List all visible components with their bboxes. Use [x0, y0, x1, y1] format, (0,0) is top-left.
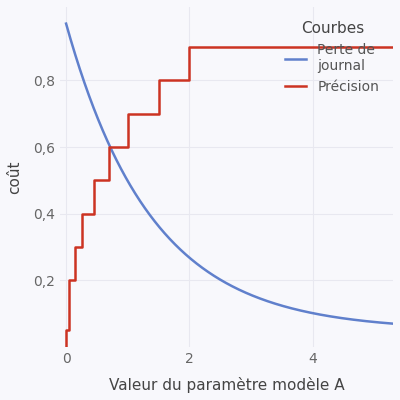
Y-axis label: coût: coût: [7, 160, 22, 194]
Perte de
journal: [64, 21, 68, 26]
Précision: [107, 178, 112, 183]
Précision: [125, 145, 130, 150]
Précision: [391, 44, 396, 49]
Précision: [92, 178, 96, 183]
Précision: [92, 211, 96, 216]
Précision: [67, 328, 72, 333]
Perte de
journal: [324, 313, 329, 318]
Line: Précision: Précision: [66, 47, 393, 347]
Précision: [125, 111, 130, 116]
Précision: [79, 211, 84, 216]
Précision: [67, 278, 72, 283]
Précision: [187, 78, 192, 83]
Précision: [73, 245, 78, 250]
Précision: [64, 345, 68, 350]
Perte de
journal: [319, 312, 324, 317]
Perte de
journal: [97, 120, 102, 125]
X-axis label: Valeur du paramètre modèle A: Valeur du paramètre modèle A: [109, 377, 344, 393]
Legend: Perte de
journal, Précision: Perte de journal, Précision: [278, 14, 386, 101]
Précision: [79, 245, 84, 250]
Perte de
journal: [391, 321, 396, 326]
Précision: [341, 44, 346, 49]
Perte de
journal: [196, 262, 201, 267]
Perte de
journal: [288, 306, 293, 310]
Précision: [107, 145, 112, 150]
Précision: [187, 44, 192, 49]
Précision: [64, 328, 68, 333]
Précision: [156, 111, 161, 116]
Précision: [73, 278, 78, 283]
Perte de
journal: [208, 271, 212, 276]
Précision: [156, 78, 161, 83]
Line: Perte de
journal: Perte de journal: [66, 24, 393, 324]
Précision: [341, 44, 346, 49]
